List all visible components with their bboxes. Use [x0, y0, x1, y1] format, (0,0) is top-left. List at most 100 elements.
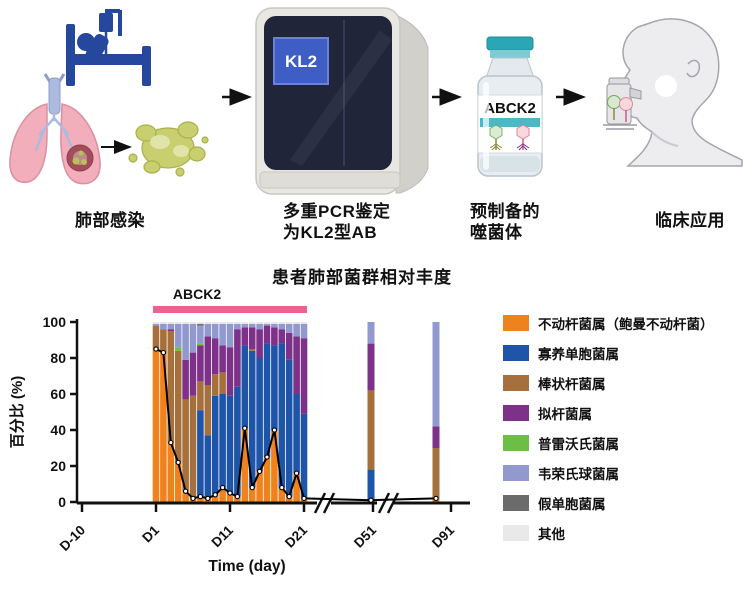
line-marker: [212, 492, 218, 498]
line-marker: [301, 495, 307, 502]
y-axis-title: 百分比 (%): [8, 376, 26, 449]
workflow-step2-label: 多重PCR鉴定 为KL2型AB: [283, 201, 390, 243]
chart-legend: 不动杆菌属（鲍曼不动杆菌） 寡养单胞菌属棒状杆菌属拟杆菌属普雷沃氏菌属 韦荣氏球菌属…: [503, 308, 753, 548]
legend-label: 韦荣氏球菌属: [538, 467, 619, 482]
machine-screen: KL2: [273, 37, 329, 85]
bar-D17: [271, 322, 278, 502]
bar-D19: [285, 322, 293, 502]
line-marker: [433, 495, 439, 502]
patient-bed-icon: [66, 9, 151, 86]
line-marker: [227, 490, 233, 496]
line-marker: [242, 425, 248, 431]
legend-item: 棒状杆菌属: [503, 368, 753, 398]
line-marker: [219, 484, 226, 491]
y-tick-label: 0: [58, 494, 66, 510]
bar-D13: [241, 322, 249, 502]
legend-item: 普雷沃氏菌属: [503, 428, 753, 458]
chart-title: 患者肺部菌群相对丰度: [272, 267, 452, 287]
bar-D16: [263, 322, 271, 502]
vial-label-text: ABCK2: [484, 100, 536, 117]
y-tick-label: 40: [50, 422, 66, 438]
legend-item: 韦荣氏球菌属: [503, 458, 753, 488]
bar-D20: [293, 322, 300, 502]
microbiome-stacked-bar-chart: 患者肺部菌群相对丰度 ABCK2 0 20 40 60 80 100 百分比 (%) D-10 D1…: [8, 267, 470, 575]
bar-D9: [211, 322, 219, 502]
legend-item: 不动杆菌属（鲍曼不动杆菌）: [503, 308, 753, 338]
axis-break-slash: [313, 492, 327, 514]
legend-swatch: [503, 435, 529, 451]
machine-screen-text: KL2: [285, 52, 317, 71]
legend-label: 其他: [538, 527, 565, 542]
treatment-band-label: ABCK2: [173, 286, 221, 302]
bar-D1: [152, 322, 160, 502]
workflow-step3-label: 预制备的 噬菌体: [470, 201, 540, 243]
line-marker: [279, 484, 285, 491]
y-tick-label: 60: [50, 386, 66, 402]
legend-label: 不动杆菌属（鲍曼不动杆菌）: [538, 317, 714, 332]
phage-vial-icon: ABCK2: [477, 36, 543, 177]
x-axis-title: Time (day): [208, 558, 285, 575]
bar-D2: [160, 322, 167, 502]
legend-label: 拟杆菌属: [538, 407, 592, 422]
legend-swatch: [503, 345, 529, 361]
nebulizer-icon: [603, 77, 642, 130]
legend-swatch: [503, 375, 529, 391]
bar-D5: [182, 322, 189, 502]
line-marker: [264, 454, 270, 460]
line-marker: [293, 470, 300, 476]
line-marker: [256, 468, 263, 475]
axis-break-slash: [322, 492, 336, 514]
bar-D18: [278, 322, 286, 502]
line-marker: [168, 439, 174, 446]
bar-D21: [300, 322, 308, 502]
bar-D8: [204, 322, 212, 502]
y-tick-label: 80: [50, 350, 66, 366]
line-marker: [368, 497, 374, 503]
legend-item: 拟杆菌属: [503, 398, 753, 428]
y-tick-label: 100: [43, 314, 67, 330]
x-tick-label: D1: [139, 522, 162, 545]
line-marker: [271, 427, 278, 433]
line-marker: [190, 495, 196, 502]
legend-item: 假单胞菌属: [503, 488, 753, 518]
legend-swatch: [503, 465, 529, 481]
line-marker: [153, 346, 159, 352]
line-marker: [182, 488, 189, 494]
workflow-step4-label: 临床应用: [655, 211, 725, 230]
workflow-step3-line2: 噬菌体: [470, 223, 523, 242]
bar-D14: [248, 322, 256, 502]
line-marker: [205, 495, 211, 502]
bar-D10: [219, 322, 226, 502]
bar-D3: [167, 322, 175, 502]
line-marker: [175, 459, 181, 466]
workflow-step2-line2: 为KL2型AB: [283, 223, 378, 242]
line-marker: [249, 484, 255, 491]
infected-lungs-icon: [9, 73, 101, 185]
bar-D15: [256, 322, 263, 502]
bar-D6: [189, 322, 197, 502]
axis-break-slash: [386, 492, 400, 514]
x-tick-label: D91: [429, 522, 457, 550]
patient-head-icon: [603, 18, 743, 167]
legend-label: 假单胞菌属: [538, 497, 606, 512]
x-tick-label: D11: [209, 522, 237, 550]
line-marker: [286, 493, 292, 500]
legend-label: 普雷沃氏菌属: [538, 437, 619, 452]
cheek-dot: [655, 75, 677, 97]
y-tick-label: 20: [50, 458, 66, 474]
legend-swatch: [503, 525, 529, 541]
bar-D91: [432, 322, 440, 502]
treatment-band: [153, 306, 307, 313]
legend-label: 棒状杆菌属: [538, 377, 606, 392]
workflow-step1-label: 肺部感染: [75, 211, 145, 230]
legend-swatch: [503, 495, 529, 511]
legend-item: 寡养单胞菌属: [503, 338, 753, 368]
bar-D12: [234, 322, 241, 502]
x-tick-label: D-10: [57, 523, 88, 554]
axis-break-slash: [377, 492, 391, 514]
bar-D51: [367, 322, 375, 502]
bar-D7: [197, 322, 204, 502]
phage-green-icon: [489, 124, 503, 151]
workflow-illustration: KL2 ABCK2: [9, 7, 743, 195]
